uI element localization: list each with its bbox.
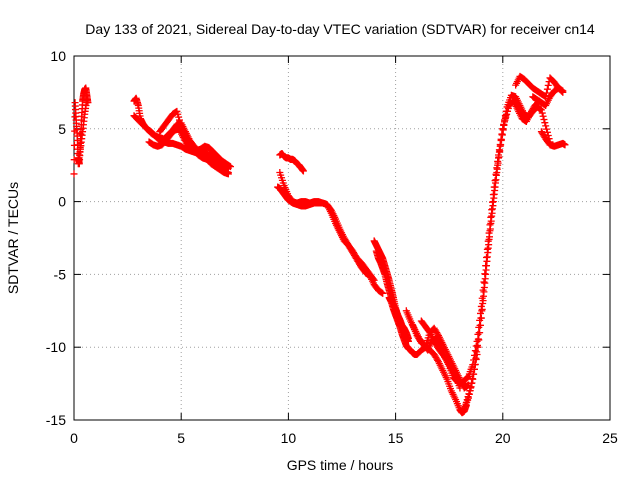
data-point (492, 170, 500, 178)
data-point (559, 87, 567, 95)
data-point (542, 122, 550, 130)
data-point (501, 114, 509, 122)
data-point (543, 85, 551, 93)
x-tick-labels: 0 5 10 15 20 25 (70, 430, 618, 446)
data-point (499, 125, 507, 133)
y-tick-label: -15 (46, 412, 66, 428)
data-point (477, 302, 485, 310)
data-point (483, 254, 491, 262)
y-tick-label: -10 (46, 339, 66, 355)
y-axis-label: SDTVAR / TECUs (5, 182, 21, 294)
data-point (495, 151, 503, 159)
data-point (491, 177, 499, 185)
data-point (481, 270, 489, 278)
data-point (501, 118, 509, 126)
data-point (369, 275, 377, 283)
data-point (488, 206, 496, 214)
data-point (482, 262, 490, 270)
data-point (469, 361, 477, 369)
data-point (472, 342, 480, 350)
data-point (484, 237, 492, 245)
data-point (561, 141, 569, 149)
data-point (490, 183, 498, 191)
data-point (493, 164, 501, 172)
data-point (467, 379, 475, 387)
data-point (471, 347, 479, 355)
plot-border (73, 55, 611, 421)
data-point (502, 111, 510, 119)
data-point (379, 289, 387, 297)
x-axis-label: GPS time / hours (287, 457, 394, 473)
data-point (537, 106, 545, 114)
data-point (489, 198, 497, 206)
x-tick-label: 20 (495, 430, 511, 446)
y-tick-label: 0 (58, 194, 66, 210)
data-point (543, 128, 551, 136)
data-point (70, 170, 78, 178)
data-point (543, 125, 551, 133)
data-point (539, 112, 547, 120)
data-point (477, 309, 485, 317)
y-tick-labels: -15 -10 -5 0 5 10 (46, 48, 66, 428)
data-point (538, 109, 546, 117)
x-tick-label: 5 (177, 430, 185, 446)
data-point (543, 89, 551, 97)
data-point (476, 316, 484, 324)
data-point (489, 191, 497, 199)
data-point (83, 96, 91, 104)
data-point (497, 135, 505, 143)
data-point (498, 130, 506, 138)
data-point (540, 115, 548, 123)
data-point (496, 141, 504, 149)
data-point (467, 384, 475, 392)
data-point (483, 245, 491, 253)
data-point (474, 330, 482, 338)
y-tick-label: -5 (54, 266, 67, 282)
data-point (479, 286, 487, 294)
data-point (473, 337, 481, 345)
data-point (299, 167, 307, 175)
y-tick-label: 10 (50, 48, 66, 64)
y-tick-label: 5 (58, 121, 66, 137)
data-point (495, 146, 503, 154)
data-point (544, 81, 552, 89)
data-point (224, 168, 232, 176)
x-tick-label: 25 (602, 430, 618, 446)
x-tick-label: 0 (70, 430, 78, 446)
data-point (503, 107, 511, 115)
data-point (485, 229, 493, 237)
data-point (451, 371, 459, 379)
x-tick-label: 10 (281, 430, 297, 446)
data-point (478, 294, 486, 302)
data-point (486, 221, 494, 229)
data-point (480, 278, 488, 286)
data-point (470, 356, 478, 364)
data-points (70, 72, 569, 417)
data-point (500, 121, 508, 129)
data-point (487, 213, 495, 221)
data-point (541, 119, 549, 127)
data-point (227, 163, 235, 171)
data-point (370, 276, 378, 284)
data-point (470, 351, 478, 359)
data-point (475, 323, 483, 331)
data-point (494, 157, 502, 165)
chart-title: Day 133 of 2021, Sidereal Day-to-day VTE… (85, 21, 595, 37)
x-tick-label: 15 (388, 430, 404, 446)
